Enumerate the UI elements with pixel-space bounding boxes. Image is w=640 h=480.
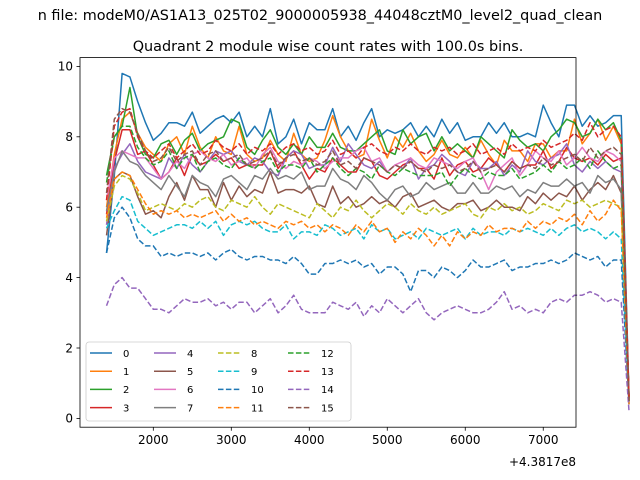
series-line-8 — [105, 174, 630, 401]
x-tick-label: 6000 — [450, 433, 481, 447]
x-tick-label: 3000 — [216, 433, 247, 447]
series-line-14 — [105, 276, 630, 412]
y-tick-label: 6 — [65, 201, 73, 215]
y-tick-label: 4 — [65, 271, 73, 285]
series-line-7 — [105, 150, 630, 401]
legend-label-14: 14 — [321, 385, 334, 396]
y-tick-label: 8 — [65, 130, 73, 144]
x-axis-offset-label: +4.3817e8 — [509, 455, 576, 469]
series-line-13 — [105, 107, 630, 398]
x-tick-label: 4000 — [294, 433, 325, 447]
x-tick-label: 2000 — [138, 433, 169, 447]
series-line-1 — [105, 111, 630, 398]
legend-label-9: 9 — [251, 367, 257, 378]
series-layer — [105, 72, 630, 412]
y-tick-label: 0 — [65, 412, 73, 426]
legend-label-5: 5 — [187, 367, 193, 378]
legend-label-0: 0 — [123, 349, 129, 360]
series-line-2 — [105, 86, 630, 401]
series-line-6 — [105, 146, 630, 401]
series-line-12 — [105, 125, 630, 401]
series-line-0 — [105, 72, 630, 398]
legend-label-3: 3 — [123, 403, 129, 414]
x-axis: 2000 3000 4000 5000 6000 7000 — [138, 427, 559, 447]
legend-label-4: 4 — [187, 349, 193, 360]
legend-label-12: 12 — [321, 349, 334, 360]
legend-label-2: 2 — [123, 385, 129, 396]
legend-label-11: 11 — [251, 403, 264, 414]
legend-label-7: 7 — [187, 403, 193, 414]
series-line-11 — [105, 171, 630, 405]
chart-title: Quadrant 2 module wise count rates with … — [133, 39, 524, 55]
axes-frame — [79, 57, 577, 428]
series-line-15 — [105, 107, 630, 401]
y-axis: 0 2 4 6 8 10 — [58, 60, 80, 426]
legend-frame — [85, 341, 352, 422]
legend-label-8: 8 — [251, 349, 257, 360]
series-line-4 — [105, 143, 630, 401]
x-tick-label: 5000 — [372, 433, 403, 447]
legend-label-15: 15 — [321, 403, 334, 414]
y-tick-label: 10 — [58, 60, 73, 74]
figure-suptitle: n file: modeM0/AS1A13_025T02_9000005938_… — [38, 8, 603, 24]
series-line-9 — [105, 195, 630, 405]
legend-label-6: 6 — [187, 385, 193, 396]
legend-label-10: 10 — [251, 385, 264, 396]
x-tick-label: 7000 — [528, 433, 559, 447]
legend-label-13: 13 — [321, 367, 334, 378]
series-line-10 — [105, 206, 630, 405]
legend-label-1: 1 — [123, 367, 129, 378]
series-line-5 — [105, 171, 630, 401]
y-tick-label: 2 — [65, 341, 73, 355]
